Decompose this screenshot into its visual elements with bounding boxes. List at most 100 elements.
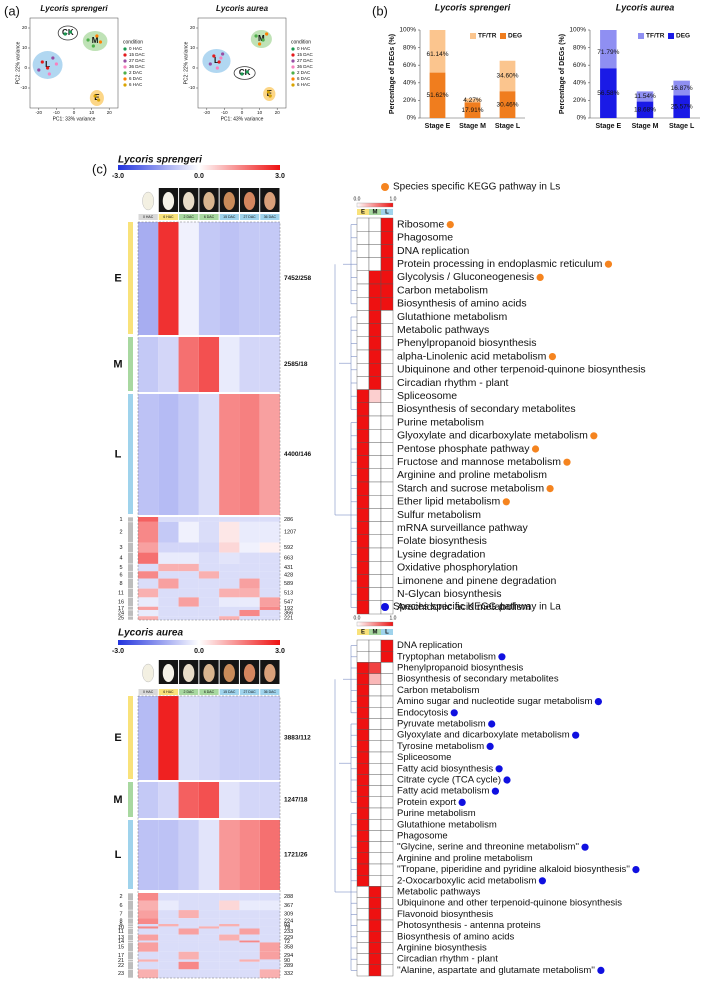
matrix-cell bbox=[356, 402, 370, 417]
cluster-bar bbox=[128, 900, 133, 910]
legend-title: condition bbox=[123, 39, 143, 45]
y-tick-label: 10 bbox=[190, 45, 196, 50]
heat-cell bbox=[178, 961, 199, 970]
heat-cell bbox=[239, 942, 260, 952]
cluster-label: 16 bbox=[118, 599, 124, 605]
matrix-cell bbox=[380, 707, 394, 719]
matrix-cell bbox=[380, 863, 394, 876]
heat-cell bbox=[138, 900, 159, 911]
heat-cell bbox=[239, 588, 260, 598]
matrix-cell bbox=[368, 217, 382, 232]
pathway-label: Metabolic pathways bbox=[397, 887, 481, 898]
heat-cell bbox=[219, 588, 240, 598]
matrix-cell bbox=[356, 953, 370, 965]
value-label: 30.46% bbox=[496, 101, 518, 108]
column-label: 15 DAC bbox=[223, 215, 236, 219]
column-label: 0 HAC bbox=[143, 690, 154, 694]
matrix-cell bbox=[368, 763, 382, 775]
heat-cell bbox=[259, 959, 280, 962]
cluster-count: 1247/18 bbox=[284, 797, 308, 804]
heat-cell bbox=[219, 918, 240, 925]
photo-flower bbox=[142, 663, 155, 683]
heat-cell bbox=[158, 606, 179, 610]
matrix-cell bbox=[368, 574, 382, 588]
chart-title: Lycoris aurea bbox=[216, 4, 269, 13]
cluster-count: 4400/146 bbox=[284, 451, 311, 458]
matrix-cell bbox=[368, 919, 382, 932]
heat-cell bbox=[198, 961, 220, 970]
heat-cell bbox=[219, 521, 240, 543]
cluster-bar bbox=[128, 564, 133, 571]
heat-cell bbox=[198, 616, 220, 620]
heat-cell bbox=[259, 394, 280, 515]
pathway-label: Metabolic pathways bbox=[397, 324, 489, 336]
pathway-label: Citrate cycle (TCA cycle) bbox=[397, 775, 501, 786]
column-header bbox=[381, 629, 393, 635]
cluster-count: 3883/112 bbox=[284, 735, 311, 742]
heatmap-title: Lycoris aurea bbox=[118, 628, 183, 639]
heat-cell bbox=[259, 563, 280, 572]
legend-swatch bbox=[291, 83, 295, 87]
cluster-bar bbox=[128, 926, 133, 929]
matrix-cell bbox=[380, 376, 394, 390]
cluster-label: E bbox=[267, 89, 273, 98]
matrix-cell bbox=[380, 819, 394, 831]
heat-cell bbox=[178, 910, 199, 919]
point bbox=[40, 60, 44, 64]
matrix-cell bbox=[356, 673, 370, 685]
bar bbox=[600, 30, 617, 69]
x-tick-label: -20 bbox=[36, 110, 43, 115]
matrix-cell bbox=[356, 455, 370, 470]
column-label: 2 DAC bbox=[184, 215, 195, 219]
heat-cell bbox=[158, 951, 179, 960]
cluster-label: L bbox=[214, 56, 219, 65]
column-strip bbox=[138, 214, 158, 220]
cluster-ellipse bbox=[89, 90, 104, 106]
y-tick-label: -10 bbox=[188, 85, 195, 90]
legend-label: 27 DAC bbox=[129, 58, 146, 63]
photo-flower bbox=[223, 192, 235, 210]
matrix-cell bbox=[380, 270, 394, 285]
cluster-count: 2585/18 bbox=[284, 361, 308, 368]
legend-swatch bbox=[123, 83, 127, 87]
cluster-label: CK bbox=[62, 28, 74, 37]
cluster-count: 1721/26 bbox=[284, 852, 308, 859]
pathway-label: Spliceosome bbox=[397, 752, 451, 763]
heatmap-border bbox=[137, 221, 281, 621]
matrix-cell bbox=[380, 257, 394, 272]
cluster-label: 4 bbox=[119, 556, 122, 562]
point bbox=[268, 94, 272, 98]
chart-title: Lycoris sprengeri bbox=[40, 4, 108, 13]
cluster-bar bbox=[128, 522, 133, 543]
heat-cell bbox=[158, 820, 179, 890]
matrix-cell bbox=[368, 561, 382, 575]
heat-cell bbox=[219, 609, 240, 617]
heat-cell bbox=[138, 606, 159, 610]
heat-cell bbox=[198, 597, 220, 607]
column-label: 0 HAC bbox=[143, 215, 154, 219]
matrix-cell bbox=[380, 534, 394, 549]
cluster-bar bbox=[128, 952, 133, 960]
pathway-label: Phagosome bbox=[397, 232, 453, 244]
x-tick-label: 20 bbox=[275, 110, 281, 115]
heat-cell bbox=[219, 606, 240, 610]
heat-cell bbox=[259, 222, 280, 335]
value-label: 18.68% bbox=[634, 106, 656, 113]
cluster-label: 1 bbox=[119, 517, 122, 523]
column-strip bbox=[219, 214, 239, 220]
photo-flower bbox=[243, 664, 256, 682]
heat-cell bbox=[239, 934, 260, 941]
cluster-label: 5 bbox=[119, 565, 122, 571]
cluster-count: 90 bbox=[284, 958, 290, 964]
legend-label: 0 HAC bbox=[129, 46, 143, 51]
cluster-count: 309 bbox=[284, 912, 293, 918]
matrix-cell bbox=[368, 875, 382, 887]
heat-cell bbox=[239, 578, 260, 589]
matrix-cell bbox=[368, 534, 382, 549]
heat-cell bbox=[138, 696, 159, 780]
stage-bar bbox=[128, 394, 133, 514]
column-strip bbox=[260, 689, 280, 695]
heat-cell bbox=[198, 394, 220, 515]
matrix-cell bbox=[368, 270, 382, 285]
species-marker bbox=[486, 742, 494, 751]
